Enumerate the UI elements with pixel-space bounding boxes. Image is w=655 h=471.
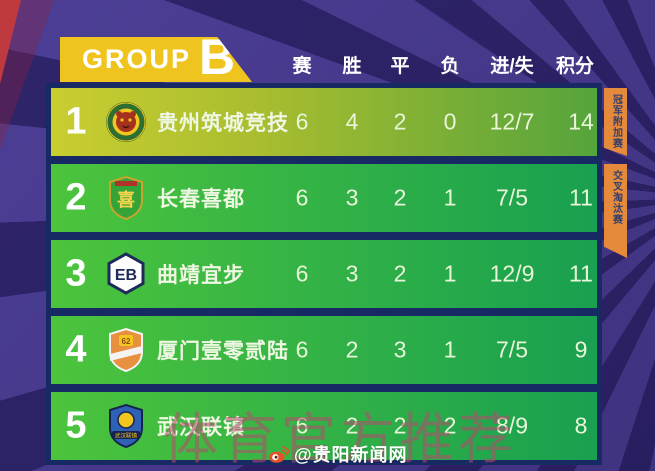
rank-number: 5 — [65, 404, 87, 447]
rank-number: 4 — [65, 328, 87, 371]
stat-lost: 0 — [443, 108, 457, 135]
side-tab-champion-playoff: 冠军附加赛 — [604, 88, 627, 156]
rank-number: 3 — [65, 252, 87, 295]
group-banner: GROUP B — [60, 37, 252, 82]
side-tab-label: 交叉淘汰赛 — [610, 170, 622, 225]
stat-lost: 2 — [443, 412, 457, 439]
green-xi-shield-icon: 喜 — [105, 175, 147, 221]
team-name: 贵州筑城竞技 — [157, 112, 289, 135]
column-header-drawn: 平 — [390, 56, 410, 77]
team-name: 厦门壹零贰陆 — [157, 340, 289, 363]
rank-number: 1 — [65, 100, 87, 143]
column-header-played: 赛 — [292, 56, 312, 77]
svg-text:EB: EB — [115, 267, 137, 284]
stat-drawn: 2 — [393, 412, 407, 439]
stat-goals: 8/9 — [496, 412, 528, 439]
stat-points: 14 — [568, 108, 594, 135]
svg-text:62: 62 — [122, 337, 131, 346]
stat-points: 11 — [569, 184, 593, 211]
eb-hexagon-icon: EB — [105, 251, 147, 297]
stat-played: 6 — [295, 336, 309, 363]
side-tab-label: 冠军附加赛 — [610, 94, 622, 149]
stat-played: 6 — [295, 108, 309, 135]
standings-table: 1 贵州筑城竞技 6 4 2 0 12/7 14 — [46, 83, 602, 465]
stat-drawn: 2 — [393, 260, 407, 287]
table-row: 62 4 厦门壹零贰陆 6 2 3 1 7/5 9 — [51, 316, 597, 384]
column-header-points: 积分 — [555, 56, 595, 77]
weibo-icon — [268, 444, 290, 464]
stat-won: 2 — [345, 336, 359, 363]
team-name: 长春喜都 — [157, 188, 245, 211]
credit-line: @贵阳新闻网 — [268, 441, 408, 467]
stat-won: 3 — [345, 260, 359, 287]
stat-lost: 1 — [443, 336, 457, 363]
stat-goals: 7/5 — [496, 184, 528, 211]
stat-goals: 12/9 — [489, 260, 535, 287]
column-header-goals: 进/失 — [490, 56, 534, 77]
rank-number: 2 — [65, 176, 87, 219]
table-row: 3 EB 曲靖宜步 6 3 2 1 12/9 11 — [51, 240, 597, 308]
stat-lost: 1 — [443, 260, 457, 287]
stat-won: 3 — [345, 184, 359, 211]
team-name: 武汉联镇 — [157, 416, 245, 439]
stat-drawn: 2 — [393, 108, 407, 135]
table-row: 2 喜 长春喜都 6 3 2 1 7/5 11 — [51, 164, 597, 232]
lion-round-badge-icon — [105, 99, 147, 145]
stat-points: 9 — [574, 336, 588, 363]
stat-played: 6 — [295, 260, 309, 287]
stat-goals: 7/5 — [496, 336, 528, 363]
stat-drawn: 2 — [393, 184, 407, 211]
stat-lost: 1 — [443, 184, 457, 211]
stat-played: 6 — [295, 412, 309, 439]
svg-text:武汉联镇: 武汉联镇 — [115, 432, 138, 440]
table-row: 1 贵州筑城竞技 6 4 2 0 12/7 14 — [51, 88, 597, 156]
side-tab-cross-knockout: 交叉淘汰赛 — [604, 164, 627, 258]
stat-points: 11 — [569, 260, 593, 287]
column-header-won: 胜 — [342, 56, 362, 77]
group-label: GROUP — [82, 44, 192, 74]
stat-won: 2 — [345, 412, 359, 439]
stat-drawn: 3 — [393, 336, 407, 363]
stat-won: 4 — [345, 108, 359, 135]
orange-shield-icon: 62 — [105, 327, 147, 373]
stat-played: 6 — [295, 184, 309, 211]
stat-points: 8 — [574, 412, 588, 439]
team-name: 曲靖宜步 — [157, 264, 245, 287]
column-header-lost: 负 — [440, 56, 460, 77]
stat-goals: 12/7 — [489, 108, 535, 135]
svg-text:喜: 喜 — [117, 190, 135, 211]
table-row: 5 武汉联镇 武汉联镇 6 2 2 2 8/9 8 — [51, 392, 597, 460]
credit-handle: @贵阳新闻网 — [294, 445, 408, 465]
blue-shield-icon: 武汉联镇 — [105, 403, 147, 449]
